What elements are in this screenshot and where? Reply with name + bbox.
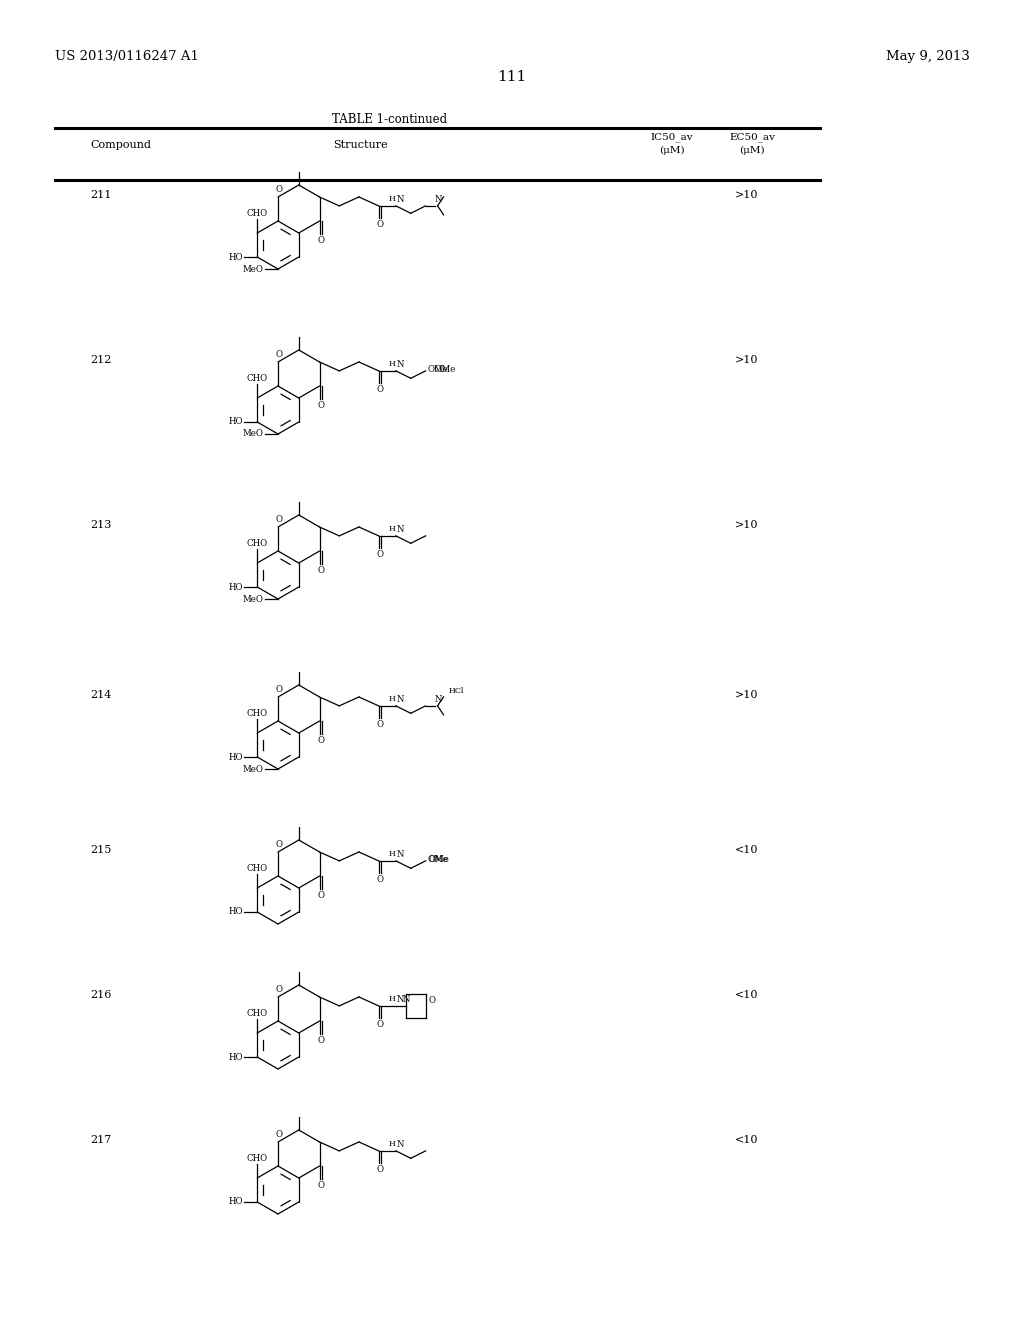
Text: O: O (317, 1181, 324, 1191)
Text: (μM): (μM) (659, 147, 685, 156)
Text: OMe: OMe (429, 855, 450, 865)
Text: H: H (388, 694, 395, 702)
Text: 212: 212 (90, 355, 112, 366)
Text: 217: 217 (90, 1135, 112, 1144)
Text: O: O (317, 737, 324, 746)
Text: O: O (317, 566, 324, 576)
Text: O: O (376, 220, 383, 230)
Text: H: H (388, 195, 395, 203)
Text: OMe: OMe (429, 366, 455, 375)
Text: HO: HO (228, 252, 243, 261)
Text: N: N (434, 195, 442, 203)
Text: May 9, 2013: May 9, 2013 (886, 50, 970, 63)
Text: <10: <10 (734, 845, 758, 855)
Text: H: H (388, 360, 395, 368)
Text: O: O (275, 515, 283, 524)
Text: >10: >10 (734, 520, 758, 531)
Text: N: N (397, 1140, 404, 1148)
Text: 111: 111 (498, 70, 526, 84)
Text: CHO: CHO (247, 709, 268, 718)
Text: 214: 214 (90, 690, 112, 700)
Text: US 2013/0116247 A1: US 2013/0116247 A1 (55, 50, 199, 63)
Text: (μM): (μM) (739, 147, 765, 156)
Text: O: O (317, 891, 324, 900)
Text: <10: <10 (734, 1135, 758, 1144)
Text: O: O (275, 840, 283, 849)
Text: MeO: MeO (243, 264, 264, 273)
Text: O: O (275, 1130, 283, 1139)
Text: H: H (388, 850, 395, 858)
Text: O: O (428, 997, 435, 1005)
Text: HO: HO (228, 1052, 243, 1061)
Text: OMe: OMe (428, 366, 449, 375)
Text: >10: >10 (734, 690, 758, 700)
Text: O: O (376, 1166, 383, 1175)
Text: Compound: Compound (90, 140, 151, 150)
Text: HO: HO (228, 417, 243, 426)
Text: TABLE 1-continued: TABLE 1-continued (333, 114, 447, 125)
Text: O: O (317, 401, 324, 411)
Text: IC50_av: IC50_av (650, 132, 693, 141)
Text: CHO: CHO (247, 539, 268, 548)
Text: O: O (275, 685, 283, 694)
Text: HO: HO (228, 1197, 243, 1206)
Text: MeO: MeO (243, 764, 264, 774)
Text: N: N (434, 694, 442, 704)
Text: O: O (376, 1020, 383, 1030)
Text: N: N (397, 995, 404, 1003)
Text: >10: >10 (734, 355, 758, 366)
Text: CHO: CHO (247, 1154, 268, 1163)
Text: HO: HO (228, 582, 243, 591)
Text: N: N (397, 360, 404, 368)
Text: H: H (388, 525, 395, 533)
Text: O: O (376, 875, 383, 884)
Text: O: O (376, 550, 383, 560)
Text: O: O (317, 236, 324, 246)
Text: N: N (402, 995, 410, 1003)
Text: HO: HO (228, 908, 243, 916)
Text: N: N (397, 694, 404, 704)
Text: O: O (275, 185, 283, 194)
Text: CHO: CHO (247, 374, 268, 383)
Text: 211: 211 (90, 190, 112, 201)
Text: 216: 216 (90, 990, 112, 1001)
Text: CHO: CHO (247, 1008, 268, 1018)
Text: OMe: OMe (428, 855, 449, 865)
Text: O: O (376, 721, 383, 730)
Text: N: N (397, 525, 404, 533)
Text: N: N (397, 195, 404, 203)
Text: EC50_av: EC50_av (729, 132, 775, 141)
Text: 213: 213 (90, 520, 112, 531)
Text: CHO: CHO (247, 209, 268, 218)
Text: Structure: Structure (333, 140, 387, 150)
Text: CHO: CHO (247, 865, 268, 873)
Text: MeO: MeO (243, 429, 264, 438)
Text: O: O (376, 385, 383, 395)
Text: H: H (388, 1140, 395, 1148)
Text: >10: >10 (734, 190, 758, 201)
Text: O: O (275, 350, 283, 359)
Text: N: N (397, 850, 404, 859)
Text: O: O (317, 1036, 324, 1045)
Text: <10: <10 (734, 990, 758, 1001)
Text: 215: 215 (90, 845, 112, 855)
Text: O: O (275, 985, 283, 994)
Text: H: H (388, 995, 395, 1003)
Text: HCl: HCl (449, 686, 464, 694)
Text: MeO: MeO (243, 594, 264, 603)
Text: HO: HO (228, 752, 243, 762)
